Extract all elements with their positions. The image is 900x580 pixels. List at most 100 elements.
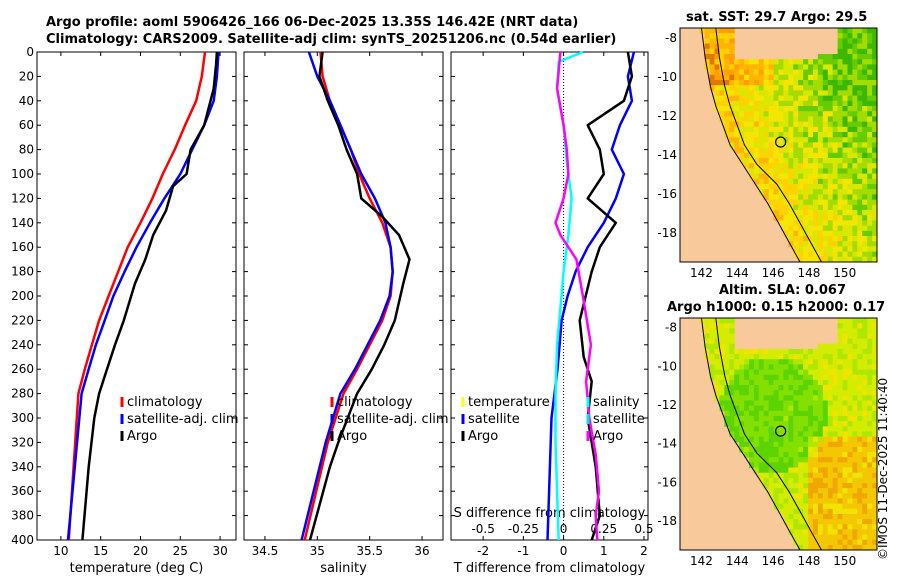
- y-tick-label: 360: [11, 484, 34, 498]
- map-cell: [822, 225, 829, 232]
- map-cell: [798, 416, 804, 422]
- map-cell: [778, 374, 784, 381]
- map-cell: [724, 80, 730, 86]
- map-cell: [847, 395, 853, 401]
- map-cell: [867, 421, 873, 427]
- map-cell: [867, 503, 873, 510]
- map-cell: [739, 142, 745, 149]
- map-cell: [734, 142, 740, 149]
- map-cell: [837, 359, 843, 365]
- map-cell: [808, 534, 814, 541]
- map-cell: [763, 359, 770, 365]
- map-cell: [803, 539, 809, 546]
- map-cell: [847, 493, 853, 499]
- map-cell: [768, 426, 775, 432]
- map-cell: [714, 338, 720, 345]
- map-cell: [724, 132, 730, 138]
- map-cell: [773, 173, 779, 180]
- map-cell: [768, 106, 775, 112]
- map-cell: [852, 90, 858, 97]
- map-cell: [867, 343, 873, 350]
- map-cell: [798, 95, 804, 102]
- map-cell: [822, 498, 829, 505]
- map-cell: [788, 184, 794, 190]
- map-cell: [832, 529, 839, 536]
- map-cell: [803, 173, 809, 180]
- map-cell: [704, 328, 710, 334]
- map-cell: [744, 137, 750, 143]
- map-cell: [832, 189, 839, 195]
- map-cell: [852, 472, 858, 479]
- map-cell: [817, 343, 824, 350]
- y-tick-label: 340: [11, 460, 34, 474]
- map-cell: [753, 431, 760, 438]
- map-cell: [827, 374, 834, 381]
- map-cell: [842, 519, 848, 525]
- map-cell: [798, 246, 804, 253]
- map-cell: [852, 323, 858, 329]
- map-cell: [822, 374, 829, 381]
- map-cell: [793, 111, 799, 117]
- map-cell: [803, 210, 809, 216]
- map-cell: [753, 354, 760, 360]
- map-cell: [729, 38, 735, 45]
- map-cell: [832, 204, 839, 211]
- map-cell: [847, 410, 853, 417]
- map-cell: [837, 328, 843, 334]
- map-cell: [852, 359, 858, 365]
- map-cell: [867, 477, 873, 484]
- map-cell: [847, 194, 853, 201]
- map-cell: [872, 69, 878, 76]
- map-cell: [788, 529, 794, 536]
- map-cell: [798, 359, 804, 365]
- map-cell: [808, 90, 814, 97]
- map-cell: [837, 421, 843, 427]
- map-cell: [783, 446, 789, 453]
- map-cell: [867, 467, 873, 474]
- map-cell: [827, 488, 834, 494]
- map-cell: [857, 59, 863, 65]
- map-cell: [798, 446, 804, 453]
- map-cell: [793, 369, 799, 376]
- map-cell: [753, 142, 760, 149]
- map-cell: [867, 529, 873, 536]
- map-cell: [832, 236, 839, 242]
- map-cell: [813, 452, 819, 458]
- map-cell: [822, 204, 829, 211]
- map-cell: [852, 390, 858, 396]
- map-cell: [803, 204, 809, 211]
- map-cell: [758, 452, 765, 458]
- map-cell: [744, 395, 750, 401]
- map-cell: [832, 498, 839, 505]
- map-cell: [837, 544, 843, 551]
- map-cell: [857, 158, 863, 164]
- map-cell: [788, 519, 794, 525]
- map-cell: [768, 436, 775, 443]
- map-cell: [827, 493, 834, 499]
- map-cell: [749, 426, 755, 432]
- map-cell: [857, 95, 863, 102]
- map-cell: [749, 147, 755, 154]
- map-cell: [798, 369, 804, 376]
- map-cell: [778, 348, 784, 355]
- map-cell: [763, 168, 770, 175]
- map-cell: [817, 467, 824, 474]
- map-cell: [872, 163, 878, 169]
- map-cell: [827, 69, 834, 76]
- map-cell: [729, 95, 735, 102]
- map-cell: [739, 137, 745, 143]
- map-cell: [837, 236, 843, 242]
- map-cell: [867, 534, 873, 541]
- map-cell: [734, 64, 740, 71]
- map-cell: [837, 85, 843, 91]
- map-cell: [808, 251, 814, 258]
- map-cell: [788, 348, 794, 355]
- map-cell: [788, 483, 794, 489]
- map-cell: [788, 405, 794, 412]
- map-cell: [813, 100, 819, 107]
- map-y-tick-label: -14: [657, 148, 677, 162]
- map-cell: [837, 446, 843, 453]
- map-cell: [872, 457, 878, 463]
- map-cell: [753, 405, 760, 412]
- map-cell: [808, 85, 814, 91]
